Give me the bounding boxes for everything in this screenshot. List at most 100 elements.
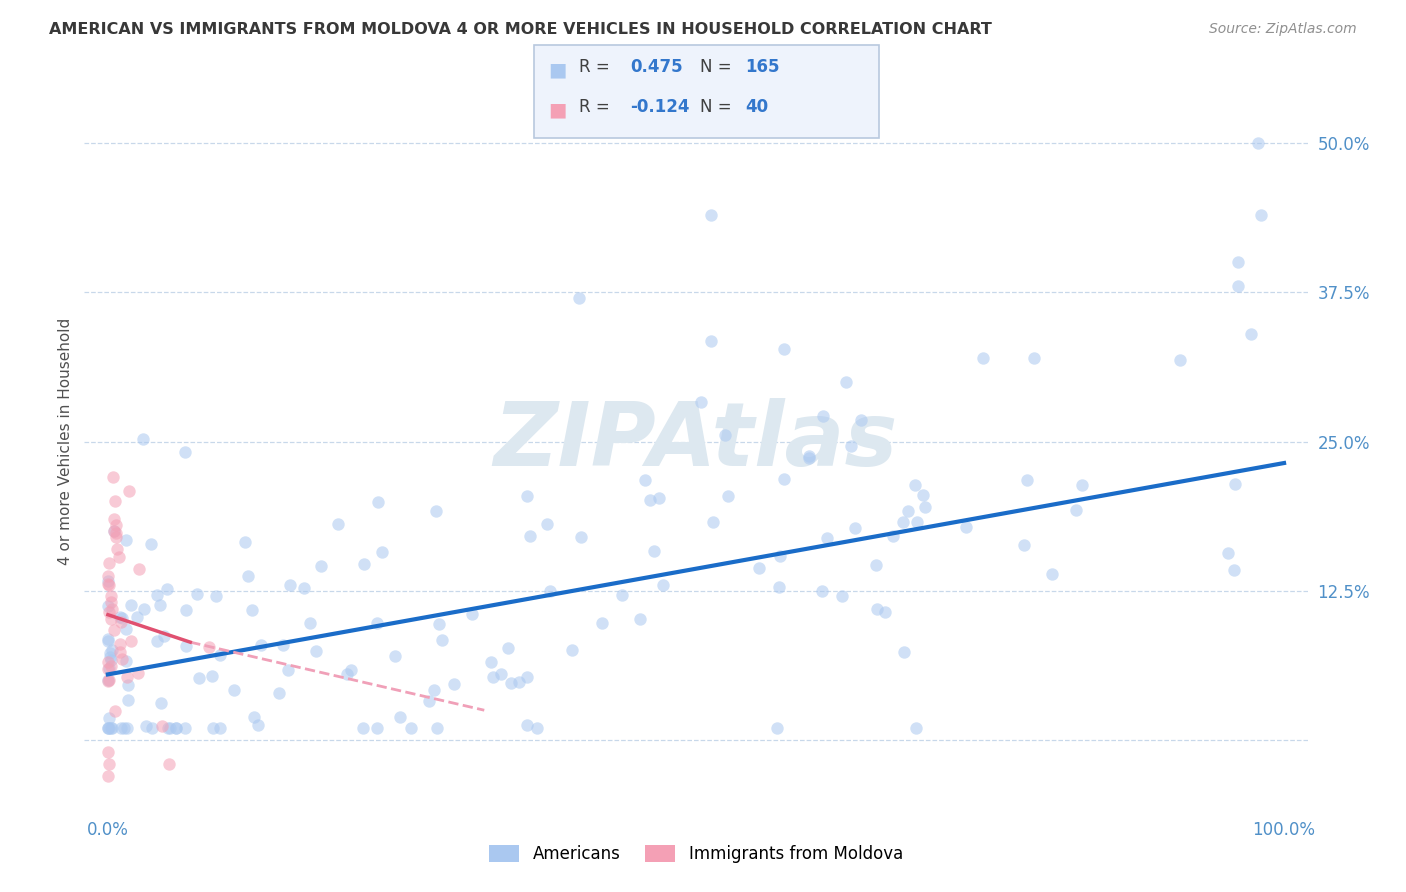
Text: R =: R = bbox=[579, 98, 616, 116]
Text: 165: 165 bbox=[745, 58, 780, 76]
Point bbox=[141, 721, 163, 735]
Point bbox=[101, 470, 124, 484]
Point bbox=[536, 517, 558, 532]
Point bbox=[115, 721, 138, 735]
Point bbox=[110, 615, 132, 629]
Point bbox=[423, 682, 446, 697]
Text: N =: N = bbox=[700, 58, 737, 76]
Point bbox=[817, 531, 839, 545]
Point bbox=[115, 533, 138, 547]
Point bbox=[797, 451, 820, 466]
Point bbox=[104, 704, 127, 718]
Point bbox=[418, 694, 440, 708]
Point bbox=[882, 529, 904, 543]
Point bbox=[201, 668, 224, 682]
Point bbox=[108, 637, 131, 651]
Text: N =: N = bbox=[700, 98, 737, 116]
Point bbox=[865, 558, 887, 572]
Point bbox=[769, 549, 792, 563]
Point bbox=[117, 678, 139, 692]
Point bbox=[1017, 474, 1039, 488]
Point bbox=[97, 634, 120, 648]
Text: Source: ZipAtlas.com: Source: ZipAtlas.com bbox=[1209, 22, 1357, 37]
Point bbox=[250, 638, 273, 652]
Point bbox=[648, 491, 671, 506]
Point bbox=[340, 664, 363, 678]
Text: 40: 40 bbox=[745, 98, 768, 116]
Point bbox=[811, 583, 834, 598]
Point bbox=[443, 677, 465, 691]
Point bbox=[591, 615, 613, 630]
Point bbox=[132, 432, 155, 446]
Point bbox=[479, 655, 502, 669]
Text: AMERICAN VS IMMIGRANTS FROM MOLDOVA 4 OR MORE VEHICLES IN HOUSEHOLD CORRELATION : AMERICAN VS IMMIGRANTS FROM MOLDOVA 4 OR… bbox=[49, 22, 993, 37]
Point bbox=[972, 351, 994, 365]
Point bbox=[97, 662, 120, 676]
Point bbox=[97, 599, 120, 614]
Point bbox=[1218, 545, 1240, 559]
Point bbox=[103, 512, 125, 526]
Point bbox=[97, 745, 120, 759]
Point bbox=[519, 529, 541, 543]
Point bbox=[174, 721, 197, 735]
Point bbox=[914, 500, 936, 514]
Point bbox=[98, 650, 121, 665]
Point bbox=[165, 721, 187, 735]
Point bbox=[114, 622, 136, 636]
Point bbox=[1223, 562, 1246, 576]
Point bbox=[98, 605, 121, 619]
Point bbox=[638, 492, 661, 507]
Point bbox=[748, 561, 770, 575]
Point bbox=[98, 661, 121, 675]
Point bbox=[157, 721, 180, 735]
Point bbox=[353, 557, 375, 571]
Point bbox=[98, 721, 121, 735]
Point bbox=[127, 666, 149, 681]
Point bbox=[243, 709, 266, 723]
Point bbox=[1012, 538, 1035, 552]
Point bbox=[526, 721, 548, 735]
Point bbox=[904, 478, 927, 492]
Point bbox=[120, 634, 142, 648]
Point bbox=[425, 504, 447, 518]
Point bbox=[97, 721, 120, 735]
Point bbox=[652, 578, 675, 592]
Point bbox=[427, 617, 450, 632]
Point bbox=[233, 535, 256, 549]
Point bbox=[516, 718, 538, 732]
Text: -0.124: -0.124 bbox=[630, 98, 689, 116]
Point bbox=[152, 629, 174, 643]
Point bbox=[461, 607, 484, 621]
Point bbox=[135, 718, 157, 732]
Point bbox=[101, 721, 124, 735]
Point bbox=[835, 375, 858, 389]
Point bbox=[105, 518, 128, 533]
Point bbox=[897, 504, 920, 518]
Point bbox=[236, 569, 259, 583]
Point bbox=[209, 721, 232, 735]
Point bbox=[366, 616, 388, 631]
Point bbox=[561, 643, 583, 657]
Point bbox=[111, 611, 134, 625]
Point bbox=[127, 610, 149, 624]
Point bbox=[97, 632, 120, 646]
Point bbox=[851, 413, 873, 427]
Text: ■: ■ bbox=[548, 61, 567, 79]
Point bbox=[336, 667, 359, 681]
Point bbox=[222, 683, 245, 698]
Point bbox=[117, 484, 139, 499]
Point bbox=[813, 409, 835, 424]
Point bbox=[516, 489, 538, 503]
Point bbox=[773, 472, 796, 486]
Point bbox=[110, 644, 132, 658]
Point bbox=[569, 530, 592, 544]
Point bbox=[768, 580, 790, 594]
Point bbox=[103, 624, 125, 638]
Point bbox=[912, 487, 935, 501]
Point bbox=[107, 549, 129, 564]
Point bbox=[97, 578, 120, 592]
Point bbox=[103, 524, 125, 538]
Point bbox=[496, 640, 519, 655]
Point bbox=[634, 473, 657, 487]
Point bbox=[100, 653, 122, 667]
